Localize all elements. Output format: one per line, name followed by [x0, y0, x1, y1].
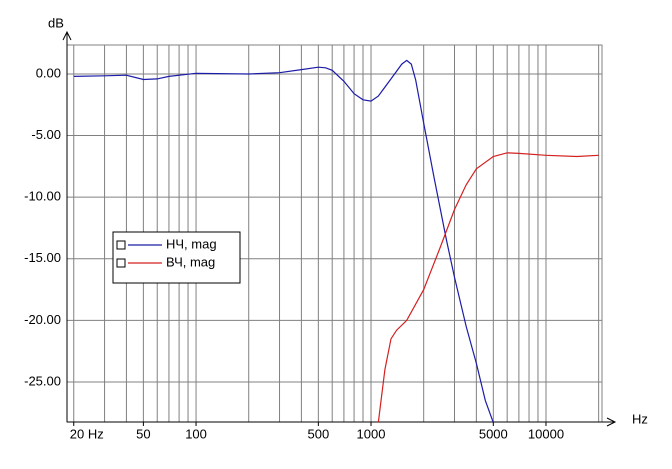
x-tick-label: 20 Hz — [70, 426, 104, 441]
lines — [73, 59, 599, 422]
y-axis-label: dB — [48, 15, 64, 30]
x-tick-label: 100 — [185, 426, 207, 441]
legend-checkbox — [116, 240, 126, 250]
legend-box — [112, 231, 241, 284]
series-line — [377, 152, 599, 422]
y-tick-label: -5.00 — [31, 127, 61, 142]
y-axis-arrow — [62, 30, 72, 41]
legend-label: НЧ, mag — [166, 236, 217, 251]
x-axis-label: Hz — [632, 411, 648, 426]
y-tick-label: -15.00 — [24, 250, 61, 265]
legend-checkbox — [116, 258, 126, 268]
legend: НЧ, mag ВЧ, mag — [112, 231, 241, 284]
grid — [67, 45, 602, 422]
x-axis-arrow — [606, 417, 617, 427]
x-tick-label: 50 — [136, 426, 150, 441]
y-tick-label: -10.00 — [24, 189, 61, 204]
x-tick-label: 1000 — [357, 426, 386, 441]
x-tick-label: 500 — [307, 426, 329, 441]
y-tick-label: -20.00 — [24, 312, 61, 327]
x-tick-label: 10000 — [528, 426, 564, 441]
x-tick-label: 5000 — [479, 426, 508, 441]
y-tick-label: 0.00 — [36, 65, 61, 80]
legend-label: ВЧ, mag — [166, 254, 215, 269]
y-tick-label: -25.00 — [24, 373, 61, 388]
series-line — [73, 59, 494, 422]
